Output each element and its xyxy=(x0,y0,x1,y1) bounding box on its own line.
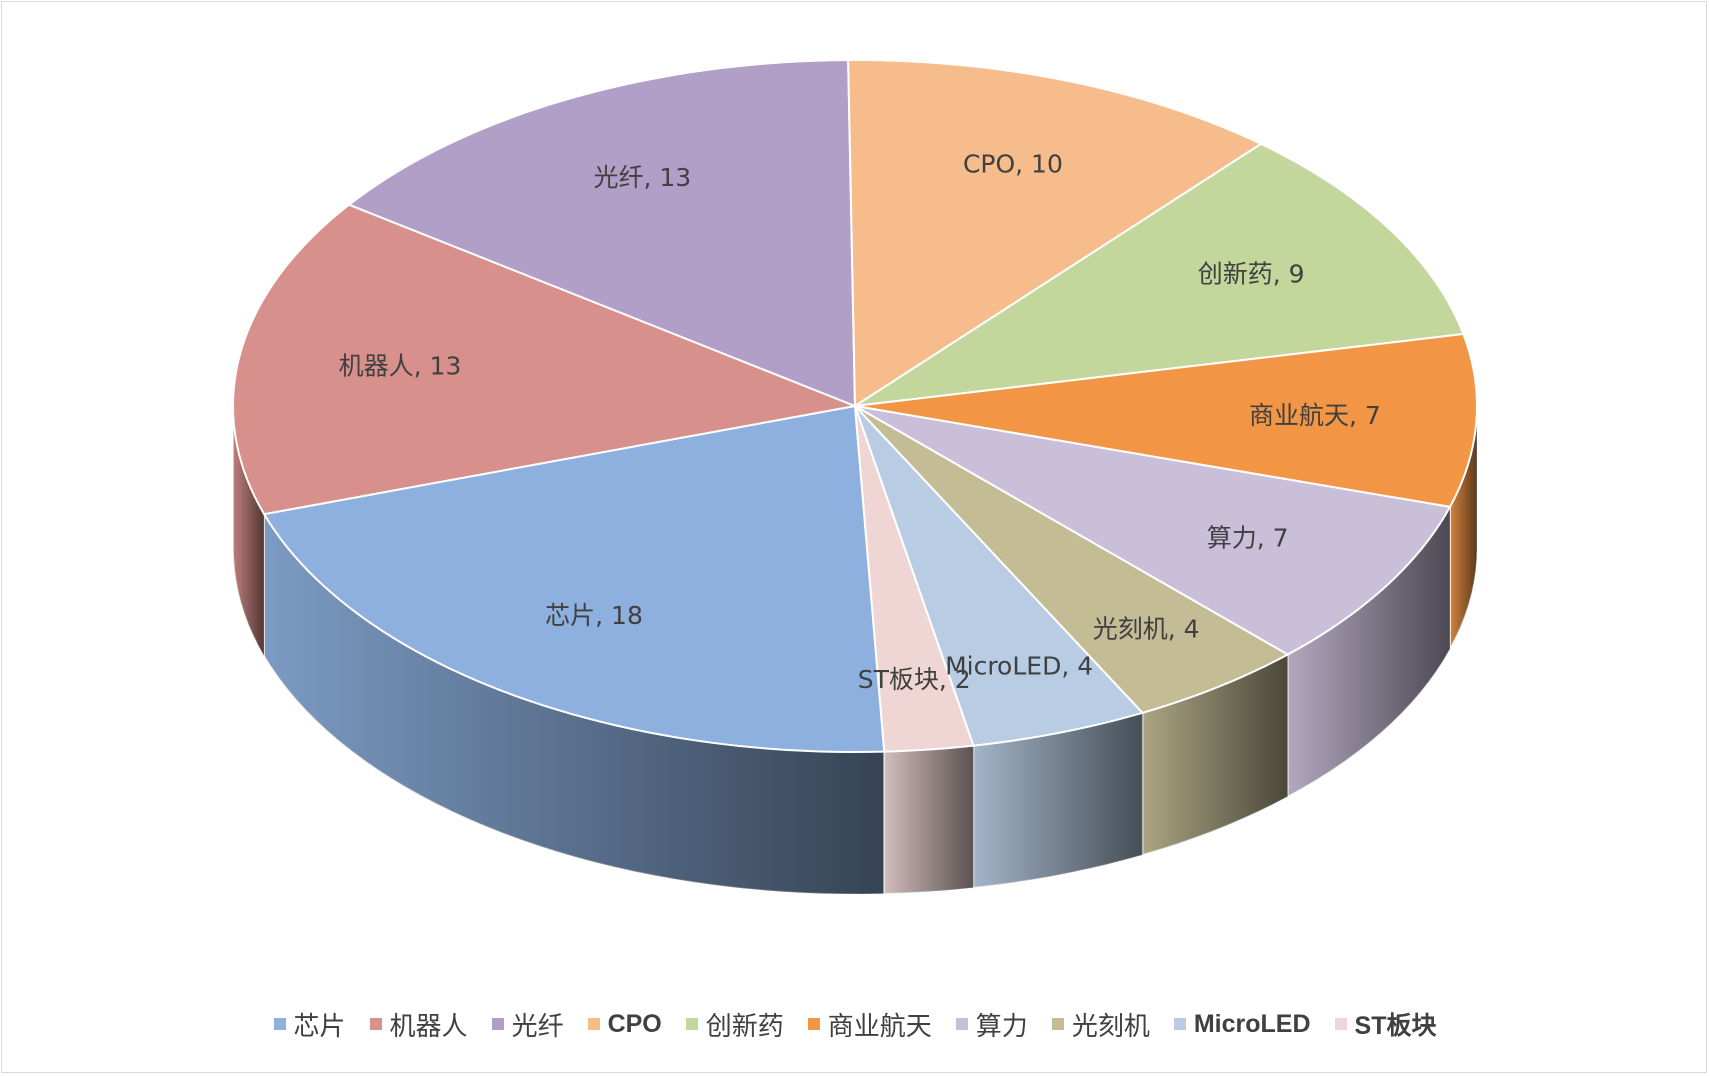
pie-side-机器人 xyxy=(232,405,265,660)
legend-swatch xyxy=(685,1018,698,1030)
legend-item-商业航天[interactable]: 商业航天 xyxy=(807,1006,932,1043)
legend-swatch xyxy=(491,1018,504,1030)
legend-item-芯片[interactable]: 芯片 xyxy=(273,1006,346,1043)
legend-swatch xyxy=(955,1018,968,1030)
legend-label: 光刻机 xyxy=(1071,1011,1150,1042)
legend-item-CPO[interactable]: CPO xyxy=(587,1009,662,1039)
pie-side-光刻机 xyxy=(1141,653,1289,856)
legend-label: 机器人 xyxy=(389,1011,468,1042)
legend-label: 光纤 xyxy=(511,1011,564,1042)
legend-item-MicroLED[interactable]: MicroLED xyxy=(1173,1009,1311,1039)
legend-label: 芯片 xyxy=(293,1011,346,1042)
legend-item-光纤[interactable]: 光纤 xyxy=(491,1006,564,1043)
data-label-CPO: CPO, 10 xyxy=(963,150,1063,179)
legend-swatch xyxy=(1051,1018,1064,1030)
legend-item-光刻机[interactable]: 光刻机 xyxy=(1051,1006,1150,1043)
pie-side-ST板块 xyxy=(883,744,975,895)
legend-swatch xyxy=(369,1018,382,1030)
legend: 芯片 机器人 光纤 CPO 创新药 商业航天 算力 光刻机 MicroLED ST板块 xyxy=(0,1000,1710,1048)
legend-label: CPO xyxy=(607,1009,662,1038)
legend-label: 创新药 xyxy=(705,1011,784,1042)
legend-item-机器人[interactable]: 机器人 xyxy=(369,1006,468,1043)
legend-swatch xyxy=(1334,1018,1347,1030)
data-label-商业航天: 商业航天, 7 xyxy=(1249,401,1381,430)
data-label-光刻机: 光刻机, 4 xyxy=(1093,615,1200,644)
pie-slice-MicroLED[interactable] xyxy=(854,405,1145,747)
legend-swatch xyxy=(587,1018,600,1030)
pie-side-商业航天 xyxy=(1449,405,1478,650)
legend-item-ST板块[interactable]: ST板块 xyxy=(1334,1006,1437,1042)
data-label-芯片: 芯片, 18 xyxy=(545,601,643,630)
pie-slice-芯片[interactable] xyxy=(262,404,886,754)
pie-slice-CPO[interactable] xyxy=(847,59,1264,408)
pie-slice-光刻机[interactable] xyxy=(854,405,1290,714)
pie-slice-光纤[interactable] xyxy=(347,59,857,408)
data-label-ST板块: ST板块, 2 xyxy=(858,665,971,694)
legend-swatch xyxy=(1173,1018,1186,1030)
legend-label: ST板块 xyxy=(1354,1012,1437,1040)
pie-slice-ST板块[interactable] xyxy=(854,405,975,753)
data-label-光纤: 光纤, 13 xyxy=(593,163,691,192)
pie-slice-算力[interactable] xyxy=(854,405,1452,656)
legend-label: 商业航天 xyxy=(827,1011,932,1042)
data-label-机器人: 机器人, 13 xyxy=(339,351,462,380)
legend-swatch xyxy=(273,1018,286,1030)
data-label-创新药: 创新药, 9 xyxy=(1198,260,1305,289)
pie-slice-创新药[interactable] xyxy=(854,142,1465,407)
data-label-算力: 算力, 7 xyxy=(1207,524,1289,553)
legend-label: MicroLED xyxy=(1193,1009,1311,1038)
legend-item-算力[interactable]: 算力 xyxy=(955,1006,1028,1043)
data-label-MicroLED: MicroLED, 4 xyxy=(945,651,1093,680)
legend-item-创新药[interactable]: 创新药 xyxy=(685,1006,784,1043)
legend-swatch xyxy=(807,1018,820,1030)
pie-slice-机器人[interactable] xyxy=(232,203,859,516)
legend-label: 算力 xyxy=(975,1011,1028,1042)
pie-side-MicroLED xyxy=(972,711,1144,889)
pie-slice-商业航天[interactable] xyxy=(854,332,1478,509)
